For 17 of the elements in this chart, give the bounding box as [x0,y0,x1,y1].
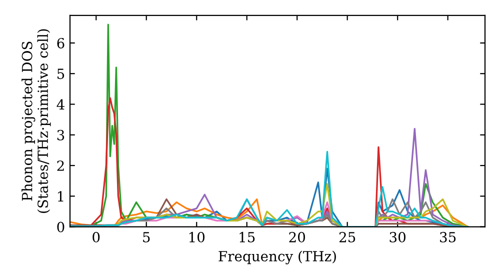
x-tick-label: 35 [440,232,456,242]
x-axis-title: Frequency (THz) [218,250,336,264]
y-tick-label: 4 [56,99,64,110]
y-axis-title: Phonon projected DOS (States/THz·primitive cell) [22,29,51,213]
x-tick-label: 25 [339,232,356,242]
y-tick-label: 0 [57,222,64,232]
y-tick-label: 5 [57,68,64,80]
x-tick-label: 0 [92,232,100,242]
x-tick-label: 5 [143,232,150,242]
y-tick-label: 1 [58,191,64,202]
y-tick-label: 3 [57,130,64,140]
y-tick-label: 2 [57,160,64,171]
x-tick-label: 15 [240,232,255,242]
x-tick-label: 30 [390,232,406,242]
y-tick-label: 6 [57,38,64,48]
x-tick-label: 20 [289,232,306,242]
x-tick-label: 10 [189,232,205,242]
